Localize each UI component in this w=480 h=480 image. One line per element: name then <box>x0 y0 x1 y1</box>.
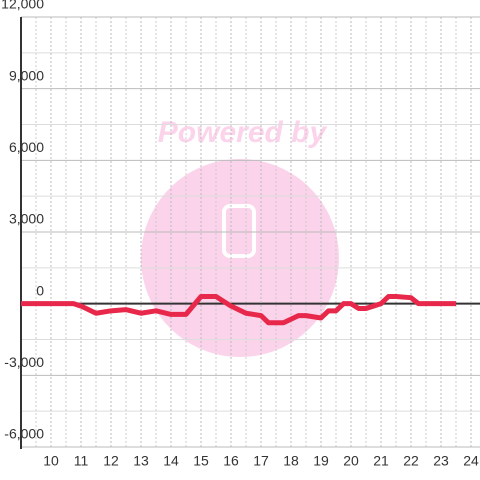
x-tick-label: 16 <box>223 453 239 469</box>
x-tick-label: 14 <box>163 453 179 469</box>
x-tick-label: 21 <box>373 453 389 469</box>
y-tick-label: 3,000 <box>9 211 44 227</box>
y-tick-label: 6,000 <box>9 139 44 155</box>
y-tick-label: -6,000 <box>4 426 44 442</box>
x-tick-label: 24 <box>463 453 479 469</box>
x-tick-label: 15 <box>193 453 209 469</box>
y-tick-label: 0 <box>36 282 44 298</box>
y-tick-label: -3,000 <box>4 354 44 370</box>
x-tick-label: 13 <box>133 453 149 469</box>
x-tick-label: 18 <box>283 453 299 469</box>
watermark-icon <box>222 204 256 258</box>
watermark-text: Powered by <box>158 116 328 149</box>
y-tick-label: 12,000 <box>1 0 44 12</box>
data-line <box>21 294 456 326</box>
x-tick-label: 11 <box>74 453 89 469</box>
y-tick-label: 9,000 <box>9 67 44 83</box>
x-tick-label: 17 <box>253 453 269 469</box>
x-tick-label: 12 <box>103 453 119 469</box>
x-tick-label: 19 <box>313 453 329 469</box>
x-tick-label: 10 <box>43 453 59 469</box>
x-tick-label: 23 <box>433 453 449 469</box>
x-tick-label: 22 <box>403 453 419 469</box>
x-tick-label: 20 <box>343 453 359 469</box>
